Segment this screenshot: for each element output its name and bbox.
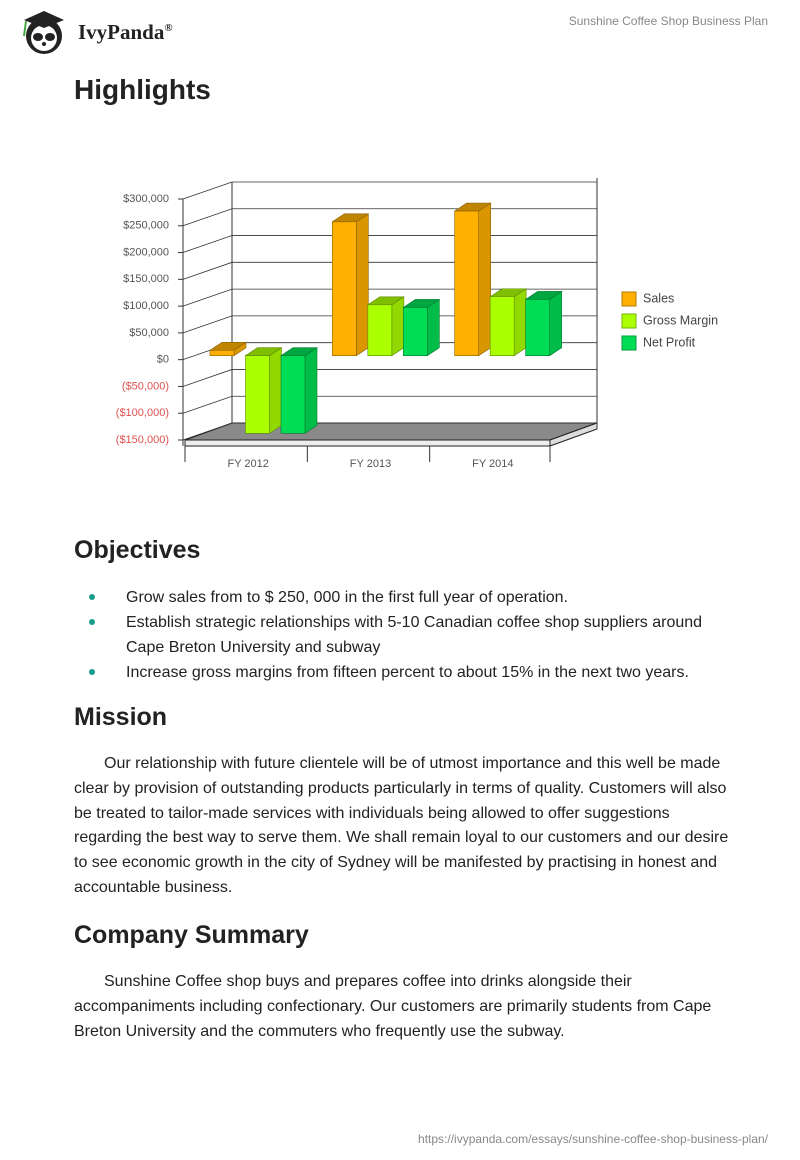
- brand-name: IvyPanda: [78, 20, 165, 44]
- bar: [244, 347, 283, 434]
- list-item: Increase gross margins from fifteen perc…: [74, 660, 734, 685]
- bar-face: [367, 304, 393, 356]
- bar-face: [478, 202, 491, 357]
- bar-face: [513, 288, 527, 357]
- grid-line: [182, 235, 597, 253]
- x-tick-label: FY 2012: [227, 458, 268, 470]
- legend-swatch: [621, 313, 637, 329]
- chart: ($150,000) ($100,000) ($50,000) $0 $50,000 $1…: [116, 178, 718, 470]
- bar-face: [269, 347, 282, 434]
- list-item: Grow sales from to $ 250, 000 in the fir…: [74, 585, 734, 610]
- bar-face: [403, 307, 428, 356]
- bar: [524, 290, 563, 357]
- legend-swatch: [621, 291, 637, 307]
- bar-face: [525, 299, 550, 356]
- section-heading: Highlights: [74, 74, 211, 105]
- y-tick-label: $300,000: [123, 193, 169, 205]
- paragraph: Sunshine Coffee shop buys and prepares c…: [74, 973, 712, 1040]
- y-tick-label: $100,000: [123, 300, 169, 312]
- y-tick-label: $250,000: [123, 220, 169, 232]
- floor-edge: [184, 439, 551, 447]
- grid-line: [182, 369, 597, 387]
- brand-mark: ®: [164, 22, 173, 34]
- grid-line: [182, 208, 597, 227]
- paragraph: Our relationship with future clientele w…: [74, 755, 729, 896]
- bar-face: [209, 350, 235, 356]
- logo-icon: [23, 11, 64, 54]
- bar-face: [427, 298, 440, 357]
- y-tick-label: ($50,000): [122, 380, 169, 392]
- bar: [331, 213, 370, 357]
- bar-face: [391, 296, 405, 357]
- y-tick-label: ($100,000): [116, 407, 169, 419]
- bar-face: [356, 213, 369, 357]
- objective-list: Grow sales from to $ 250, 000 in the fir…: [74, 585, 734, 685]
- grid-line: [182, 261, 597, 280]
- list-item: Establish strategic relationships with 5…: [74, 610, 734, 660]
- brand[interactable]: IvyPanda®: [78, 20, 173, 45]
- legend-label: Net Profit: [643, 335, 696, 349]
- bar: [402, 298, 441, 357]
- legend-label: Gross Margin: [643, 313, 718, 327]
- grid-line: [182, 181, 597, 200]
- bar: [280, 347, 318, 434]
- legend-label: Sales: [643, 291, 674, 305]
- x-tick-label: FY 2013: [350, 458, 391, 470]
- bar-face: [280, 355, 306, 434]
- bar-face: [332, 221, 357, 356]
- y-tick-label: $50,000: [129, 327, 169, 339]
- bar: [366, 296, 405, 357]
- bar-face: [304, 347, 318, 434]
- bar: [453, 202, 492, 357]
- bar-face: [245, 355, 270, 434]
- source-url[interactable]: https://ivypanda.com/essays/sunshine-cof…: [418, 1132, 768, 1146]
- bar-face: [549, 290, 562, 357]
- y-tick-label: ($150,000): [116, 434, 169, 446]
- bar-face: [454, 210, 479, 356]
- y-tick-label: $150,000: [123, 273, 169, 285]
- legend-swatch: [621, 335, 637, 351]
- document-title: Sunshine Coffee Shop Business Plan: [568, 14, 768, 28]
- y-tick-label: $0: [157, 354, 169, 366]
- y-tick-label: $200,000: [123, 246, 169, 258]
- bar-face: [489, 296, 515, 356]
- grid-line: [182, 395, 597, 414]
- section-heading: Objectives: [74, 536, 201, 564]
- bar: [209, 341, 247, 357]
- section-heading: Mission: [74, 703, 168, 731]
- bar: [489, 288, 528, 357]
- section-heading: Company Summary: [74, 921, 309, 949]
- x-tick-label: FY 2014: [472, 458, 513, 470]
